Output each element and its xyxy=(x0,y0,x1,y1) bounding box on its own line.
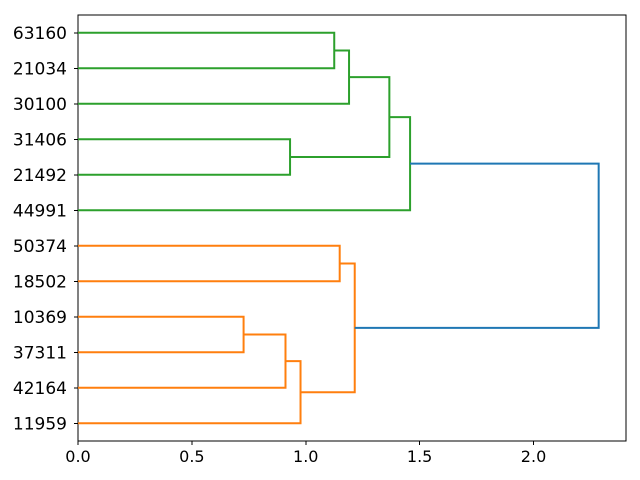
leaf-label: 50374 xyxy=(13,237,67,257)
leaf-label: 11959 xyxy=(13,414,67,434)
leaf-label: 42164 xyxy=(13,379,67,399)
dendrogram-link-green xyxy=(78,31,336,70)
dendrogram-link-green xyxy=(78,138,292,176)
leaf-label: 18502 xyxy=(13,272,67,292)
leaf-label: 31406 xyxy=(13,130,67,150)
leaf-label: 44991 xyxy=(13,201,67,221)
x-tick-label: 2.0 xyxy=(521,447,546,466)
dendrogram-link-orange xyxy=(78,333,287,389)
leaf-label: 21034 xyxy=(13,59,67,79)
dendrogram-link-green xyxy=(78,49,351,105)
dendrogram-link-green xyxy=(290,76,391,158)
leaf-label: 21492 xyxy=(13,166,67,186)
leaf-label: 10369 xyxy=(13,308,67,328)
plot-border xyxy=(77,14,627,442)
dendrogram-link-blue xyxy=(354,162,600,329)
x-tick-label: 0.5 xyxy=(179,447,204,466)
dendrogram-link-orange xyxy=(300,262,356,394)
x-tick-label: 1.5 xyxy=(407,447,432,466)
leaf-label: 37311 xyxy=(13,343,67,363)
dendrogram-link-orange xyxy=(78,244,341,283)
dendrogram-link-green xyxy=(78,116,412,212)
x-tick-label: 1.0 xyxy=(293,447,318,466)
x-tick-label: 0.0 xyxy=(65,447,90,466)
leaf-label: 30100 xyxy=(13,95,67,115)
dendrogram-link-orange xyxy=(78,315,245,354)
dendrogram-link-orange xyxy=(78,360,302,425)
leaf-label: 63160 xyxy=(13,24,67,44)
